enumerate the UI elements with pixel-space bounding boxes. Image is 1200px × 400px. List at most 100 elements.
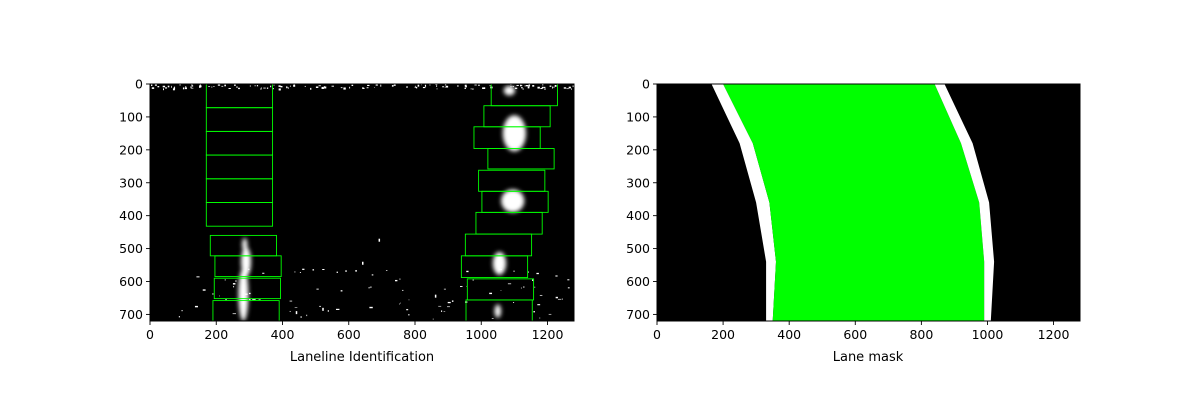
noise-speck <box>191 84 193 86</box>
y-tick-label: 0 <box>642 77 650 92</box>
left-lane-line <box>711 84 776 321</box>
x-axis-label: Laneline Identification <box>290 350 434 365</box>
noise-speck <box>520 287 522 289</box>
lane-pixel-blob <box>238 268 249 321</box>
noise-speck <box>323 87 325 89</box>
noise-speck <box>443 311 446 312</box>
lane-pixel-blob <box>503 85 516 96</box>
noise-speck <box>256 85 259 87</box>
noise-speck <box>464 84 467 87</box>
lane-pixel-blob <box>242 238 248 252</box>
noise-speck <box>424 84 427 87</box>
noise-speck <box>266 87 268 89</box>
noise-speck <box>249 85 251 87</box>
y-tick-label: 200 <box>119 142 143 157</box>
noise-speck <box>263 87 266 89</box>
y-tick-label: 600 <box>119 274 143 289</box>
noise-speck <box>537 86 540 89</box>
lane-fill <box>723 84 985 321</box>
noise-speck <box>444 84 447 86</box>
noise-speck <box>522 88 524 90</box>
noise-speck <box>235 280 237 282</box>
noise-speck <box>225 298 227 301</box>
y-tick-label: 300 <box>626 175 650 190</box>
noise-speck <box>512 86 514 87</box>
noise-speck <box>294 307 298 308</box>
y-axis-ticks: 0 100 200 300 400 500 600 700 <box>626 77 657 322</box>
noise-speck <box>234 84 236 86</box>
noise-speck <box>533 286 536 288</box>
lane-pixel-blob <box>492 251 507 275</box>
noise-speck <box>362 87 364 89</box>
noise-speck <box>212 293 214 295</box>
noise-speck <box>351 84 354 86</box>
sliding-window <box>205 202 274 227</box>
noise-speck <box>557 298 562 300</box>
noise-speck <box>566 88 569 90</box>
noise-speck <box>299 272 301 273</box>
y-tick-label: 400 <box>119 208 143 223</box>
noise-speck <box>280 85 283 88</box>
sliding-window <box>212 300 280 321</box>
sliding-windows <box>205 84 558 321</box>
noise-speck <box>178 316 180 318</box>
noise-speck <box>224 279 226 281</box>
noise-speck <box>228 88 231 89</box>
noise-speck <box>385 270 388 271</box>
noise-speck <box>555 296 558 299</box>
noise-speck <box>302 268 305 270</box>
noise-speck <box>184 87 187 90</box>
noise-speck <box>343 87 346 90</box>
noise-speck <box>287 86 288 89</box>
noise-speck <box>310 87 312 90</box>
axes-frame <box>656 83 1081 322</box>
noise-speck <box>322 268 325 271</box>
noise-speck <box>304 85 306 87</box>
noise-speck <box>408 299 410 301</box>
noise-speck <box>232 283 236 285</box>
noise-speck <box>260 88 262 90</box>
noise-speck <box>287 87 289 89</box>
x-axis-label: Lane mask <box>833 350 904 365</box>
x-tick-label: 1000 <box>972 327 1004 342</box>
noise-speck <box>527 271 529 273</box>
noise-speck <box>539 317 541 319</box>
noise-speck <box>278 88 281 91</box>
noise-speck <box>224 84 226 87</box>
noise-speck <box>442 86 444 88</box>
noise-speck <box>336 271 338 273</box>
noise-speck <box>362 261 364 265</box>
noise-speck <box>489 292 493 295</box>
noise-speck <box>380 84 382 87</box>
noise-speck <box>151 84 153 87</box>
noise-speck <box>219 295 220 297</box>
noise-speck <box>436 88 438 90</box>
noise-speck <box>289 300 293 302</box>
noise-speck <box>368 287 371 289</box>
noise-speck <box>335 308 340 310</box>
noise-speck <box>293 84 295 86</box>
y-axis-ticks: 0 100 200 300 400 500 600 700 <box>119 77 150 322</box>
binary-noise <box>151 84 574 321</box>
noise-speck <box>435 84 438 86</box>
y-tick-label: 0 <box>135 77 143 92</box>
noise-speck <box>232 313 237 315</box>
noise-speck <box>221 85 224 87</box>
x-tick-label: 400 <box>271 327 295 342</box>
noise-speck <box>513 270 515 272</box>
noise-speck <box>179 84 181 86</box>
noise-speck <box>369 306 373 309</box>
y-tick-label: 400 <box>626 208 650 223</box>
noise-speck <box>438 305 442 307</box>
lane-pixel-blob <box>494 304 502 318</box>
noise-speck <box>196 276 200 278</box>
noise-speck <box>443 288 446 290</box>
noise-speck <box>542 84 544 86</box>
noise-speck <box>391 85 394 87</box>
noise-speck <box>533 311 535 313</box>
noise-speck <box>267 87 269 89</box>
noise-speck <box>563 87 567 89</box>
noise-speck <box>445 85 449 88</box>
noise-speck <box>258 299 261 301</box>
